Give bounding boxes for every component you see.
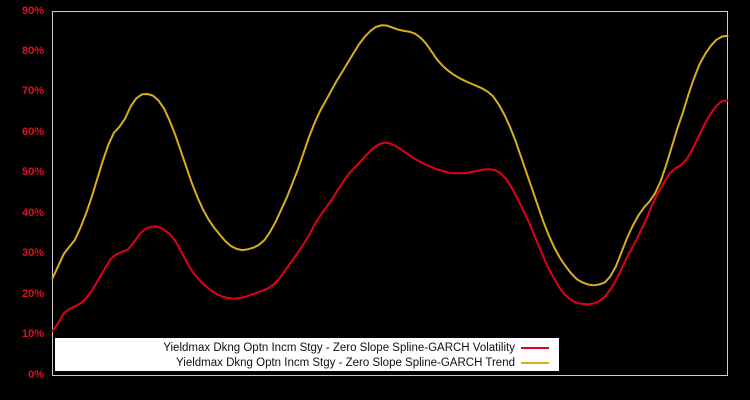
legend-label-volatility: Yieldmax Dkng Optn Incm Stgy - Zero Slop… bbox=[163, 342, 515, 354]
legend-label-trend: Yieldmax Dkng Optn Incm Stgy - Zero Slop… bbox=[176, 357, 515, 369]
chart-legend: Yieldmax Dkng Optn Incm Stgy - Zero Slop… bbox=[55, 338, 559, 371]
series-line-volatility bbox=[51, 99, 729, 333]
series-layer bbox=[51, 24, 729, 333]
y-axis-tick-label: 80% bbox=[21, 44, 44, 57]
legend-item-volatility: Yieldmax Dkng Optn Incm Stgy - Zero Slop… bbox=[55, 340, 559, 356]
y-axis-tick-label: 50% bbox=[21, 166, 44, 179]
legend-swatch-trend bbox=[521, 362, 549, 364]
legend-swatch-volatility bbox=[521, 347, 549, 349]
y-axis-tick-label: 40% bbox=[21, 206, 44, 219]
y-axis-tick-label: 0% bbox=[28, 368, 44, 381]
y-axis-tick-label: 90% bbox=[21, 4, 44, 17]
y-axis-tick-label: 60% bbox=[21, 125, 44, 138]
legend-item-trend: Yieldmax Dkng Optn Incm Stgy - Zero Slop… bbox=[55, 355, 559, 371]
y-axis-tick-label: 70% bbox=[21, 85, 44, 98]
y-axis-tick-label: 30% bbox=[21, 247, 44, 260]
y-axis-tick-label: 10% bbox=[21, 328, 44, 341]
y-axis-tick-label: 20% bbox=[21, 287, 44, 300]
plot-frame bbox=[52, 11, 728, 376]
series-line-trend bbox=[51, 24, 729, 287]
